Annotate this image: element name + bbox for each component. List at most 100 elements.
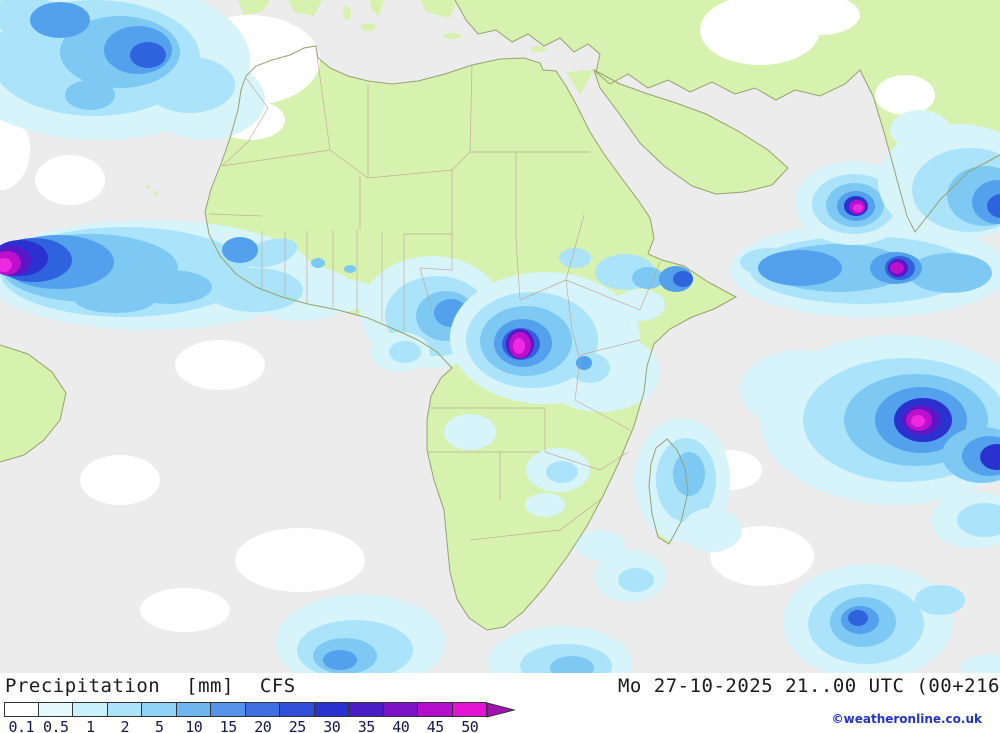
precip-blob <box>980 444 1000 470</box>
precip-blob <box>987 194 1000 218</box>
legend-label: 15 <box>219 718 238 733</box>
precip-blob <box>35 155 105 205</box>
legend-swatch <box>244 702 280 717</box>
map-title: Precipitation [mm] CFS <box>5 675 310 697</box>
legend-cell: 0.5 <box>37 702 73 733</box>
landmass-shape <box>443 33 461 39</box>
legend-cell: 30 <box>313 702 349 733</box>
legend-label: 35 <box>357 718 376 733</box>
landmass-shape <box>370 0 384 16</box>
title-text: Precipitation <box>5 675 161 697</box>
legend-cell: 2 <box>106 702 142 733</box>
precip-blob <box>140 588 230 632</box>
precip-blob <box>207 268 303 312</box>
precip-blob <box>875 75 935 115</box>
legend-swatch <box>141 702 177 717</box>
legend: 0.1 0.5 1 2 5 10 15 20 25 30 35 40 45 50 <box>4 702 516 733</box>
landmass-shape <box>566 70 594 95</box>
legend-swatch <box>72 702 108 717</box>
precipitation-map <box>0 0 1000 673</box>
precip-blob <box>0 258 12 272</box>
legend-swatch <box>175 702 211 717</box>
legend-label: 10 <box>185 718 203 733</box>
footer-text-row: Precipitation [mm] CFS Mo 27-10-2025 21.… <box>5 675 1000 697</box>
precip-blob <box>957 503 1000 537</box>
copyright-link[interactable]: ©weatheronline.co.uk <box>831 712 982 726</box>
legend-cell: 25 <box>279 702 315 733</box>
precip-blob <box>890 110 950 150</box>
precip-blob <box>0 110 30 190</box>
precip-blob <box>911 415 925 427</box>
legend-label: 40 <box>392 718 410 733</box>
precip-blob <box>389 341 421 363</box>
legend-cell: 15 <box>210 702 246 733</box>
landmass-shape <box>594 70 788 194</box>
legend-swatch <box>382 702 418 717</box>
datetime-label: Mo 27-10-2025 21..00 UTC (00+216 <box>617 675 1000 697</box>
legend-swatch <box>313 702 349 717</box>
precip-blob <box>780 0 860 35</box>
precip-blob <box>673 271 693 287</box>
map-canvas <box>0 0 1000 673</box>
unit-label: [mm] <box>186 675 234 697</box>
legend-cell: 20 <box>244 702 280 733</box>
precip-blob <box>960 654 1000 673</box>
precip-blob <box>673 452 705 496</box>
landmass-shape <box>154 191 158 195</box>
legend-label: 45 <box>426 718 445 733</box>
landmass-shape <box>361 23 375 31</box>
legend-swatch <box>4 702 39 717</box>
legend-label: 1 <box>85 718 95 733</box>
legend-label: 20 <box>254 718 272 733</box>
precip-blob <box>80 455 160 505</box>
precip-blob <box>75 287 155 313</box>
precip-blob <box>915 585 965 615</box>
legend-label: 2 <box>120 718 130 733</box>
legend-label: 30 <box>323 718 341 733</box>
precip-blob <box>559 248 591 268</box>
coastline <box>593 68 789 195</box>
legend-label: 25 <box>288 718 307 733</box>
precip-blob <box>575 530 625 560</box>
legend-arrow-icon <box>486 702 516 718</box>
precip-blob <box>30 2 90 38</box>
precip-blob <box>618 568 654 592</box>
legend-label: 0.5 <box>42 718 69 733</box>
precip-blob <box>576 356 592 370</box>
precip-blob <box>222 237 258 263</box>
precip-blob <box>175 340 265 390</box>
precip-blob <box>130 42 166 68</box>
legend-cell: 40 <box>382 702 418 733</box>
precip-blob <box>235 528 365 592</box>
legend-cell: 5 <box>141 702 177 733</box>
country-border-line <box>208 47 661 541</box>
precip-blob <box>513 338 525 354</box>
legend-cell: 1 <box>72 702 108 733</box>
legend-cell: 45 <box>417 702 453 733</box>
legend-swatch <box>279 702 315 717</box>
precip-blob <box>293 278 377 312</box>
precip-blob <box>615 289 665 321</box>
precip-blob <box>550 656 594 673</box>
legend-label: 5 <box>154 718 164 733</box>
precip-blob <box>908 253 992 293</box>
legend-swatch <box>417 702 453 717</box>
legend-label: 0.1 <box>8 718 35 733</box>
precip-blob <box>853 204 863 212</box>
precip-blob <box>65 80 115 110</box>
coastline <box>454 0 1000 233</box>
legend-colorbar: 0.1 0.5 1 2 5 10 15 20 25 30 35 40 45 50 <box>4 702 487 733</box>
precip-blob <box>311 258 325 268</box>
landmass-shape <box>530 46 546 52</box>
precip-blob <box>890 262 904 274</box>
coastline <box>204 45 738 631</box>
precip-blob <box>546 461 578 483</box>
model-label: CFS <box>259 675 296 697</box>
legend-swatch <box>451 702 487 717</box>
legend-cell: 50 <box>451 702 487 733</box>
legend-cell: 0.1 <box>4 702 39 733</box>
precip-blob <box>682 508 742 552</box>
landmass-shape <box>420 0 458 18</box>
precip-blob <box>323 650 357 670</box>
landmass-shape <box>343 6 351 20</box>
